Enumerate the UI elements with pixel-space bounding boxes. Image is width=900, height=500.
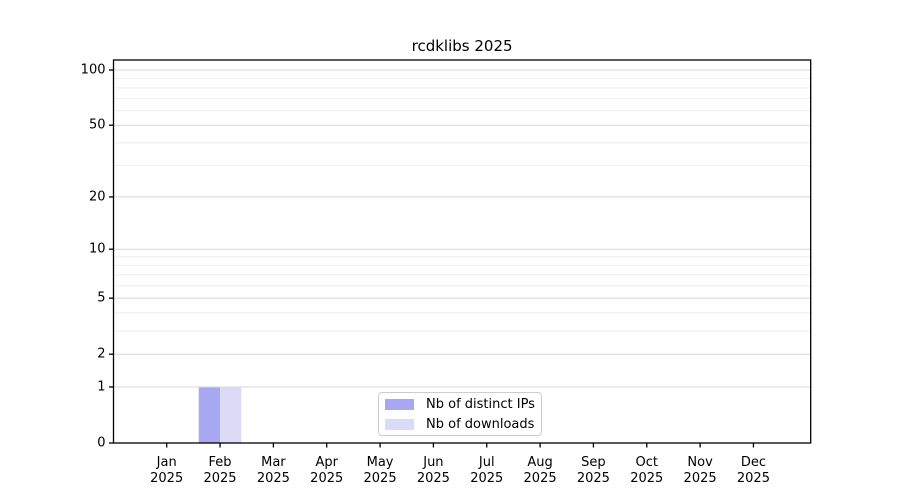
legend-item-distinct-ips: Nb of distinct IPs [385,395,541,413]
x-tick-label-year: 2025 [630,471,663,486]
bar-downloads-feb [220,386,242,443]
y-tick-label: 5 [97,291,105,306]
x-tick-label-month: Aug [527,455,552,470]
x-tick-label-month: Nov [687,455,713,470]
legend-item-downloads: Nb of downloads [385,415,541,433]
x-tick-label-month: Apr [315,455,338,470]
x-tick-label-month: Jun [422,455,443,470]
x-tick-label-year: 2025 [257,471,290,486]
y-tick-label: 2 [97,347,105,362]
y-tick-label: 20 [89,189,106,204]
x-tick-label-year: 2025 [577,471,610,486]
x-tick-label-month: Jul [478,455,495,470]
legend-swatch-downloads [385,418,414,430]
y-tick-label: 50 [89,118,106,133]
x-tick-label-year: 2025 [684,471,717,486]
x-tick-label-month: Sep [581,455,606,470]
plot-background [113,60,811,443]
x-tick-label-year: 2025 [417,471,450,486]
legend-label-distinct-ips: Nb of distinct IPs [426,396,535,412]
x-tick-label-year: 2025 [737,471,770,486]
y-tick-label: 100 [81,62,106,77]
x-tick-label-month: Mar [261,455,286,470]
x-tick-label-year: 2025 [364,471,397,486]
x-tick-label-month: Jan [156,455,177,470]
x-tick-label-year: 2025 [203,471,236,486]
y-tick-label: 0 [97,436,105,451]
x-tick-label-month: Dec [741,455,766,470]
x-tick-label-year: 2025 [150,471,183,486]
x-tick-label-month: Feb [209,455,232,470]
x-tick-label-year: 2025 [470,471,503,486]
bar-distinct-ips-feb [198,386,221,443]
x-tick-label-month: Oct [636,455,658,470]
plot-frame [112,59,812,444]
x-tick-label-year: 2025 [524,471,557,486]
legend-label-downloads: Nb of downloads [426,416,535,432]
legend-swatch-distinct-ips [385,398,414,410]
chart-title: rcdklibs 2025 [412,37,513,55]
x-tick-label-month: May [367,455,394,470]
y-tick-label: 10 [89,242,106,257]
chart-legend: Nb of distinct IPs Nb of downloads [378,392,542,436]
x-tick-label-year: 2025 [310,471,343,486]
y-tick-label: 1 [97,379,105,394]
